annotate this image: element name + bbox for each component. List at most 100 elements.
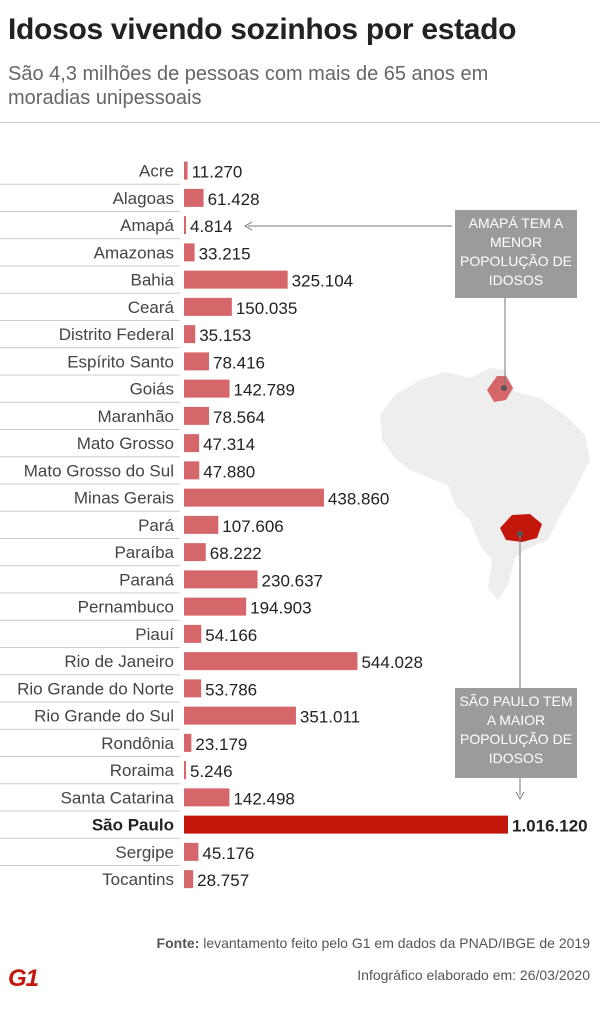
bar-paraiba bbox=[184, 543, 206, 562]
value-label-minas-gerais: 438.860 bbox=[328, 490, 389, 509]
category-label-parana: Paraná bbox=[119, 570, 174, 589]
bar-mato-grosso bbox=[184, 434, 200, 453]
divider bbox=[0, 122, 600, 123]
category-label-amapa: Amapá bbox=[120, 216, 174, 235]
value-label-amapa: 4.814 bbox=[190, 217, 233, 236]
bar-rio-de-janeiro bbox=[184, 652, 358, 671]
category-label-santa-catarina: Santa Catarina bbox=[61, 788, 175, 807]
category-label-goias: Goiás bbox=[130, 380, 174, 399]
bar-santa-catarina bbox=[184, 788, 230, 807]
category-label-rio-grande-do-sul: Rio Grande do Sul bbox=[34, 707, 174, 726]
value-label-rio-grande-do-sul: 351.011 bbox=[300, 708, 360, 727]
bar-mato-grosso-do-sul bbox=[184, 461, 200, 480]
g1-logo: G1 bbox=[8, 965, 39, 992]
bar-acre bbox=[184, 161, 188, 180]
bar-distrito-federal bbox=[184, 325, 196, 344]
bar-tocantins bbox=[184, 870, 194, 889]
value-label-espirito-santo: 78.416 bbox=[213, 353, 265, 372]
value-label-mato-grosso: 47.314 bbox=[203, 435, 255, 454]
bar-parana bbox=[184, 570, 258, 589]
sao-paulo-marker bbox=[517, 531, 523, 537]
category-label-acre: Acre bbox=[139, 162, 174, 181]
category-label-minas-gerais: Minas Gerais bbox=[74, 489, 174, 508]
bars: Acre 11.270 Alagoas 61.428 Amapá 4.814 Amazona… bbox=[0, 161, 588, 890]
category-label-roraima: Roraima bbox=[110, 761, 175, 780]
category-label-bahia: Bahia bbox=[131, 271, 175, 290]
bar-alagoas bbox=[184, 188, 204, 207]
category-label-distrito-federal: Distrito Federal bbox=[59, 325, 174, 344]
source-label: Fonte: bbox=[156, 935, 200, 951]
value-label-para: 107.606 bbox=[222, 517, 283, 536]
value-label-maranhao: 78.564 bbox=[213, 408, 265, 427]
category-label-piaui: Piauí bbox=[135, 625, 174, 644]
category-label-pernambuco: Pernambuco bbox=[78, 598, 174, 617]
callout-max-population: SÃO PAULO TEM A MAIOR POPOLUÇÃO DE IDOSO… bbox=[455, 688, 577, 778]
value-label-ceara: 150.035 bbox=[236, 299, 297, 318]
value-label-goias: 142.789 bbox=[234, 381, 295, 400]
bar-ceara bbox=[184, 297, 232, 316]
value-label-rio-de-janeiro: 544.028 bbox=[361, 653, 422, 672]
bar-sergipe bbox=[184, 842, 199, 861]
bar-rio-grande-do-norte bbox=[184, 679, 202, 698]
value-label-pernambuco: 194.903 bbox=[250, 599, 311, 618]
category-label-rio-de-janeiro: Rio de Janeiro bbox=[64, 652, 174, 671]
bar-espirito-santo bbox=[184, 352, 210, 371]
bar-amazonas bbox=[184, 243, 195, 262]
arrow-max-head bbox=[515, 791, 525, 801]
credit-note: Infográfico elaborado em: 26/03/2020 bbox=[357, 967, 590, 983]
bar-pernambuco bbox=[184, 597, 247, 616]
category-label-paraiba: Paraíba bbox=[114, 543, 174, 562]
category-label-espirito-santo: Espírito Santo bbox=[67, 352, 174, 371]
bar-goias bbox=[184, 379, 230, 398]
value-label-paraiba: 68.222 bbox=[210, 544, 262, 563]
category-label-mato-grosso-do-sul: Mato Grosso do Sul bbox=[24, 461, 174, 480]
amapa-region bbox=[487, 376, 513, 402]
value-label-amazonas: 33.215 bbox=[199, 244, 251, 263]
value-label-sao-paulo: 1.016.120 bbox=[512, 817, 588, 836]
bar-roraima bbox=[184, 761, 186, 780]
value-label-tocantins: 28.757 bbox=[197, 871, 249, 890]
chart-title: Idosos vivendo sozinhos por estado bbox=[8, 13, 517, 46]
bar-rondonia bbox=[184, 733, 192, 752]
category-label-ceara: Ceará bbox=[128, 298, 175, 317]
value-label-roraima: 5.246 bbox=[190, 762, 233, 781]
amapa-arrow-head bbox=[243, 221, 253, 231]
bar-bahia bbox=[184, 270, 288, 289]
bar-maranhao bbox=[184, 406, 210, 425]
bar-minas-gerais bbox=[184, 488, 324, 507]
category-label-amazonas: Amazonas bbox=[94, 243, 174, 262]
category-label-alagoas: Alagoas bbox=[113, 189, 174, 208]
value-label-rio-grande-do-norte: 53.786 bbox=[205, 680, 257, 699]
bar-para bbox=[184, 515, 219, 534]
category-label-rondonia: Rondônia bbox=[101, 734, 174, 753]
value-label-parana: 230.637 bbox=[262, 571, 323, 590]
source-note: Fonte: levantamento feito pelo G1 em dad… bbox=[157, 935, 590, 951]
value-label-rondonia: 23.179 bbox=[195, 735, 247, 754]
value-label-acre: 11.270 bbox=[192, 163, 243, 182]
sao-paulo-region bbox=[500, 514, 542, 542]
value-label-alagoas: 61.428 bbox=[208, 190, 260, 209]
category-label-sergipe: Sergipe bbox=[115, 843, 174, 862]
category-label-mato-grosso: Mato Grosso bbox=[77, 434, 174, 453]
callout-min-population: AMAPÁ TEM A MENOR POPOLUÇÃO DE IDOSOS bbox=[455, 210, 577, 298]
chart-subtitle: São 4,3 milhões de pessoas com mais de 6… bbox=[8, 63, 489, 109]
amapa-marker bbox=[501, 385, 507, 391]
bar-sao-paulo bbox=[184, 815, 508, 834]
brazil-map bbox=[243, 221, 590, 801]
category-label-sao-paulo: São Paulo bbox=[92, 816, 174, 835]
bar-piaui bbox=[184, 624, 202, 643]
value-label-distrito-federal: 35.153 bbox=[199, 326, 251, 345]
category-label-tocantins: Tocantins bbox=[102, 870, 174, 889]
value-label-bahia: 325.104 bbox=[292, 272, 353, 291]
bar-rio-grande-do-sul bbox=[184, 706, 296, 725]
brazil-outline bbox=[380, 368, 590, 600]
category-label-maranhao: Maranhão bbox=[97, 407, 174, 426]
value-label-sergipe: 45.176 bbox=[202, 844, 254, 863]
source-text: levantamento feito pelo G1 em dados da P… bbox=[199, 935, 590, 951]
category-label-para: Pará bbox=[138, 516, 174, 535]
category-label-rio-grande-do-norte: Rio Grande do Norte bbox=[17, 679, 174, 698]
value-label-santa-catarina: 142.498 bbox=[233, 789, 294, 808]
bar-amapa bbox=[184, 216, 186, 235]
value-label-mato-grosso-do-sul: 47.880 bbox=[203, 462, 255, 481]
